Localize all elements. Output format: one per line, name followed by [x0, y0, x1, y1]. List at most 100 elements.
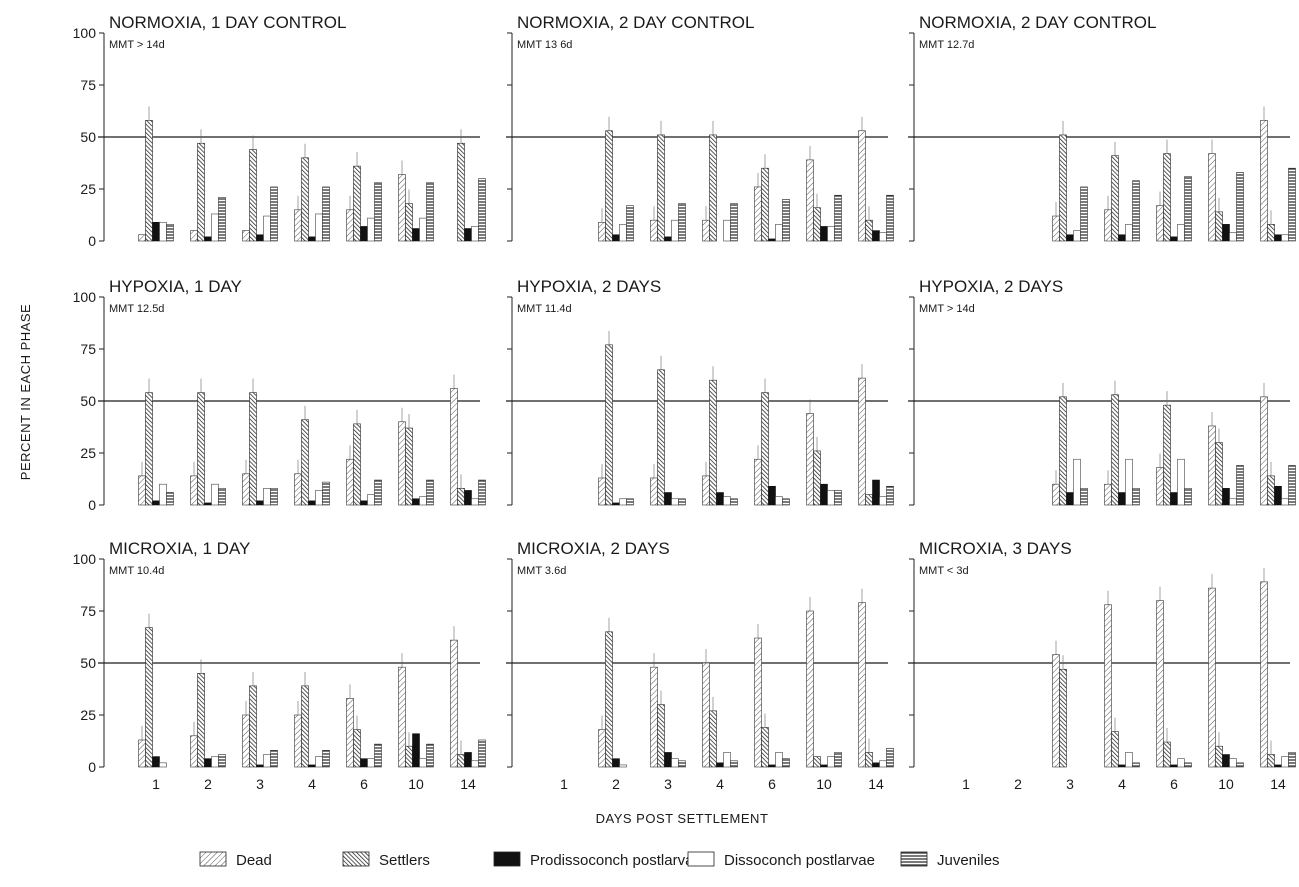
panel-title: HYPOXIA, 2 DAYS — [919, 277, 1063, 296]
bar-juv-day-6 — [782, 498, 790, 506]
x-tick-label: 6 — [360, 776, 368, 792]
x-tick-label: 1 — [962, 776, 970, 792]
bar-prodisso-day-3 — [664, 492, 672, 506]
bar-disso-day-14 — [1281, 756, 1289, 768]
bar-juv-day-2 — [218, 754, 226, 768]
bar-prodisso-day-3 — [1066, 234, 1074, 242]
bar-juv-day-2 — [626, 205, 634, 242]
bar-dead-day-10 — [398, 666, 406, 768]
y-tick-label: 100 — [73, 551, 97, 567]
bar-disso-day-4 — [723, 496, 731, 506]
bar-disso-day-10 — [827, 756, 835, 768]
bar-disso-day-3 — [263, 488, 271, 506]
legend-item-prodisso: Prodissoconch postlarvae — [493, 851, 702, 869]
bar-prodisso-day-4 — [308, 236, 316, 242]
x-axis-label: DAYS POST SETTLEMENT — [596, 811, 769, 826]
bar-prodisso-day-2 — [204, 502, 212, 506]
bar-juv-day-10 — [834, 490, 842, 506]
bar-prodisso-day-6 — [360, 758, 368, 768]
bar-juv-day-4 — [730, 203, 738, 242]
bar-prodisso-day-2 — [204, 758, 212, 768]
bar-dead-day-10 — [398, 421, 406, 506]
bar-dead-day-3 — [1052, 215, 1060, 242]
bar-dead-day-3 — [242, 473, 250, 506]
y-axis-label: PERCENT IN EACH PHASE — [18, 304, 33, 480]
panel-title: HYPOXIA, 1 DAY — [109, 277, 242, 296]
bar-prodisso-day-10 — [1222, 224, 1230, 242]
bar-settlers-day-10 — [1215, 442, 1223, 506]
bar-disso-day-10 — [1229, 758, 1237, 768]
bar-disso-day-6 — [367, 758, 375, 768]
bar-settlers-day-14 — [865, 752, 873, 768]
bar-settlers-day-6 — [1163, 404, 1171, 506]
y-tick-label: 25 — [80, 445, 96, 461]
bar-dead-day-3 — [650, 666, 658, 768]
bar-dead-day-6 — [1156, 467, 1164, 506]
bar-dead-day-14 — [858, 602, 866, 768]
x-tick-label: 14 — [868, 776, 884, 792]
bar-settlers-day-6 — [353, 423, 361, 506]
bar-prodisso-day-14 — [464, 752, 472, 768]
bar-disso-day-14 — [879, 496, 887, 506]
legend-label: Dead — [236, 852, 272, 869]
bar-juv-day-2 — [218, 197, 226, 242]
bar-juv-day-14 — [478, 479, 486, 506]
bar-prodisso-day-3 — [664, 236, 672, 242]
legend-swatch — [493, 851, 521, 867]
bar-prodisso-day-10 — [412, 228, 420, 242]
panel-mmt: MMT > 14d — [109, 39, 165, 51]
x-tick-label: 3 — [664, 776, 672, 792]
bar-prodisso-day-6 — [768, 238, 776, 242]
bar-dead-day-1 — [138, 739, 146, 768]
bar-disso-day-4 — [315, 213, 323, 242]
bar-dead-day-4 — [294, 714, 302, 768]
bar-settlers-day-14 — [457, 142, 465, 242]
bar-settlers-day-3 — [657, 369, 665, 506]
bar-disso-day-4 — [1125, 458, 1133, 506]
x-tick-label: 10 — [408, 776, 424, 792]
bar-juv-day-14 — [1288, 167, 1296, 242]
bar-prodisso-day-10 — [820, 764, 828, 768]
bar-settlers-day-3 — [249, 149, 257, 242]
bar-dead-day-4 — [1104, 209, 1112, 242]
bar-disso-day-2 — [211, 756, 219, 768]
bar-dead-day-10 — [806, 413, 814, 506]
bar-juv-day-3 — [270, 750, 278, 768]
bar-juv-day-10 — [426, 479, 434, 506]
panel-title: MICROXIA, 2 DAYS — [517, 539, 670, 558]
panel-3: NORMOXIA, 2 DAY CONTROL MMT 12.7d — [908, 13, 1296, 242]
bar-juv-day-14 — [478, 739, 486, 768]
bar-disso-day-4 — [315, 490, 323, 506]
panel-4: 0 25 50 75 100 HYPOXIA, 1 DAY MMT 12.5d — [73, 277, 486, 513]
bar-prodisso-day-14 — [464, 490, 472, 506]
legend-label: Juveniles — [937, 852, 1000, 869]
bar-settlers-day-2 — [197, 673, 205, 768]
bar-dead-day-14 — [450, 388, 458, 506]
bar-settlers-day-2 — [197, 142, 205, 242]
bar-prodisso-day-10 — [820, 483, 828, 506]
bar-juv-day-3 — [270, 186, 278, 242]
bar-disso-day-10 — [419, 217, 427, 242]
bar-disso-day-3 — [263, 215, 271, 242]
bar-settlers-day-6 — [353, 165, 361, 242]
bar-dead-day-10 — [1208, 153, 1216, 242]
bar-disso-day-14 — [1281, 498, 1289, 506]
x-tick-label: 14 — [460, 776, 476, 792]
bar-prodisso-day-14 — [464, 228, 472, 242]
bar-juv-day-6 — [374, 182, 382, 242]
bar-prodisso-day-14 — [1274, 485, 1282, 506]
bar-juv-day-4 — [1132, 762, 1140, 768]
bar-disso-day-14 — [879, 232, 887, 242]
bar-settlers-day-6 — [1163, 741, 1171, 768]
legend-label: Dissoconch postlarvae — [724, 852, 875, 869]
y-tick-label: 100 — [73, 289, 97, 305]
bar-disso-day-10 — [419, 496, 427, 506]
bar-prodisso-day-4 — [716, 762, 724, 768]
bar-dead-day-4 — [294, 473, 302, 506]
bar-juv-day-6 — [782, 758, 790, 768]
bar-disso-day-4 — [315, 756, 323, 768]
bar-disso-day-3 — [1073, 230, 1081, 242]
bar-settlers-day-6 — [1163, 153, 1171, 242]
bar-settlers-day-4 — [301, 419, 309, 506]
bar-dead-day-6 — [346, 209, 354, 242]
